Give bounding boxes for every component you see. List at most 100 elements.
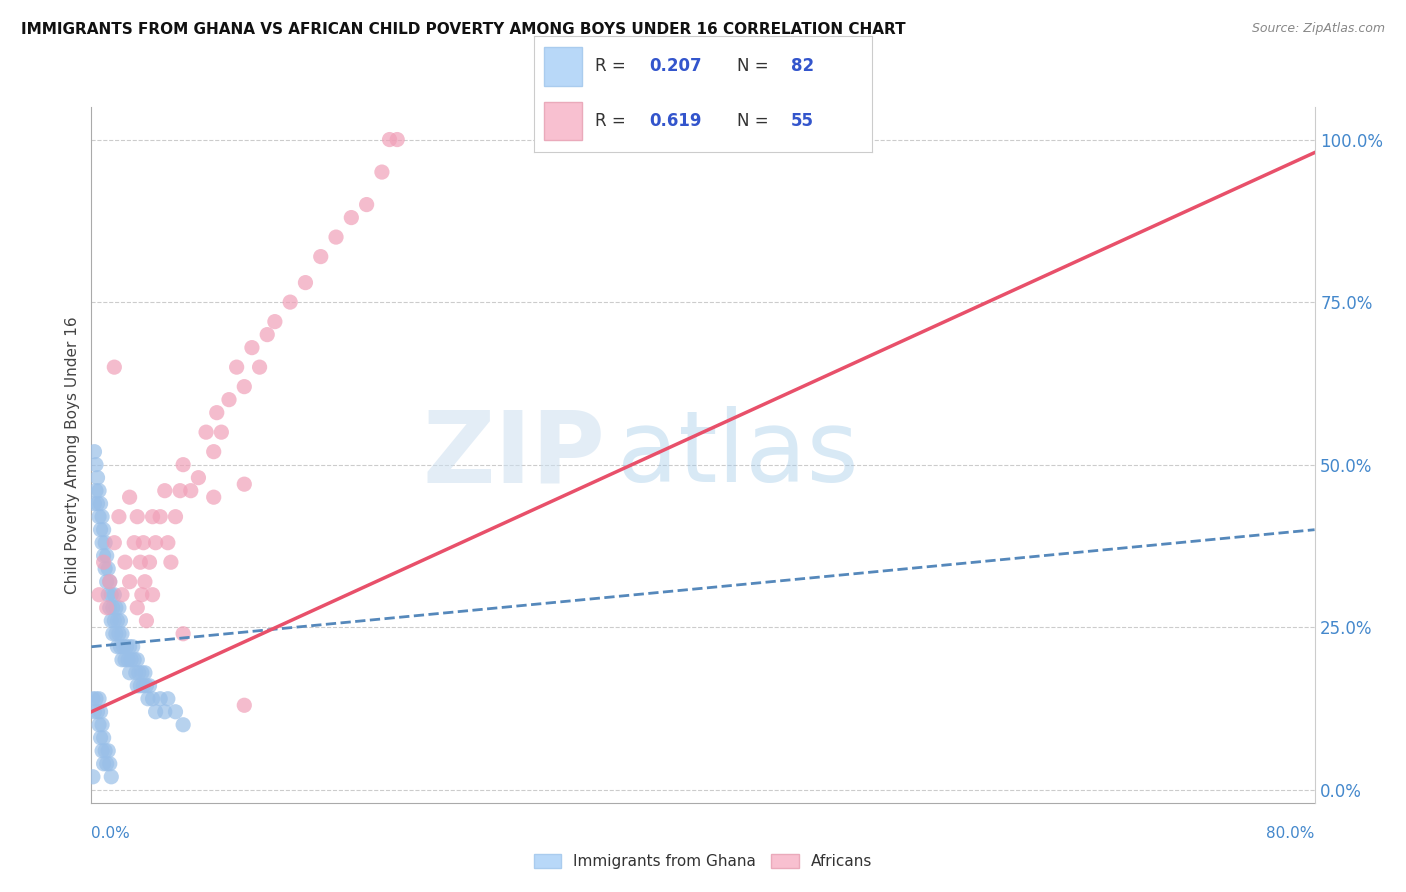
Point [111, 626, 134, 640]
Point [249, 360, 271, 375]
Point [93, 555, 115, 569]
Text: 80.0%: 80.0% [1267, 827, 1315, 841]
Point [96, 549, 118, 563]
Point [165, 509, 187, 524]
Point [141, 691, 163, 706]
Point [172, 626, 194, 640]
Point [103, 614, 125, 628]
Point [256, 327, 278, 342]
Text: R =: R = [595, 112, 631, 130]
Point [135, 679, 157, 693]
Point [138, 679, 160, 693]
Point [195, 425, 218, 439]
Point [233, 698, 256, 713]
Point [118, 574, 141, 589]
Point [101, 626, 124, 640]
Point [90, 705, 112, 719]
Point [111, 653, 134, 667]
Point [209, 425, 232, 439]
Point [129, 679, 152, 693]
Point [131, 588, 153, 602]
Point [122, 535, 145, 549]
Point [129, 555, 152, 569]
Point [134, 665, 156, 680]
Point [325, 230, 347, 244]
Point [103, 535, 125, 549]
Point [202, 444, 225, 458]
Point [134, 574, 156, 589]
Text: atlas: atlas [617, 407, 859, 503]
Text: 0.207: 0.207 [650, 57, 702, 76]
Point [90, 523, 112, 537]
Point [371, 165, 394, 179]
Text: 0.0%: 0.0% [91, 827, 131, 841]
Point [156, 535, 179, 549]
Point [91, 744, 114, 758]
Point [110, 640, 132, 654]
Point [100, 614, 122, 628]
Text: Source: ZipAtlas.com: Source: ZipAtlas.com [1251, 22, 1385, 36]
Point [108, 626, 131, 640]
Point [104, 600, 127, 615]
Point [82, 770, 104, 784]
Point [93, 523, 115, 537]
Point [87, 509, 110, 524]
Point [98, 574, 121, 589]
Point [127, 509, 149, 524]
Point [172, 458, 194, 472]
Point [101, 600, 124, 615]
Point [90, 497, 112, 511]
Point [84, 691, 107, 706]
Point [100, 588, 122, 602]
Point [105, 614, 128, 628]
Point [145, 705, 167, 719]
Legend: Immigrants from Ghana, Africans: Immigrants from Ghana, Africans [527, 848, 879, 875]
Point [87, 483, 110, 498]
Point [122, 653, 145, 667]
Point [117, 653, 139, 667]
Point [98, 600, 121, 615]
Point [233, 477, 256, 491]
Point [100, 770, 122, 784]
Point [138, 555, 160, 569]
Point [225, 360, 247, 375]
Point [121, 640, 143, 654]
Point [141, 588, 163, 602]
Point [84, 483, 107, 498]
Text: ZIP: ZIP [422, 407, 605, 503]
Point [233, 379, 256, 393]
Point [135, 614, 157, 628]
Point [149, 691, 172, 706]
Point [112, 640, 135, 654]
Point [132, 535, 155, 549]
Text: R =: R = [595, 57, 631, 76]
Point [169, 483, 191, 498]
Point [96, 574, 118, 589]
Point [114, 653, 136, 667]
Point [202, 490, 225, 504]
Point [125, 665, 148, 680]
Point [149, 509, 172, 524]
Text: 55: 55 [790, 112, 814, 130]
Point [114, 555, 136, 569]
Point [165, 705, 187, 719]
Point [94, 744, 117, 758]
Point [385, 132, 409, 146]
Point [91, 535, 114, 549]
Point [128, 665, 150, 680]
Point [309, 250, 332, 264]
Point [120, 653, 142, 667]
Point [278, 295, 301, 310]
Point [172, 718, 194, 732]
Point [111, 588, 134, 602]
Point [118, 665, 141, 680]
Point [93, 756, 115, 771]
Point [83, 444, 105, 458]
FancyBboxPatch shape [544, 102, 582, 140]
Point [83, 497, 105, 511]
Point [145, 535, 167, 549]
Point [131, 665, 153, 680]
Point [156, 691, 179, 706]
Point [110, 614, 132, 628]
Point [118, 490, 141, 504]
